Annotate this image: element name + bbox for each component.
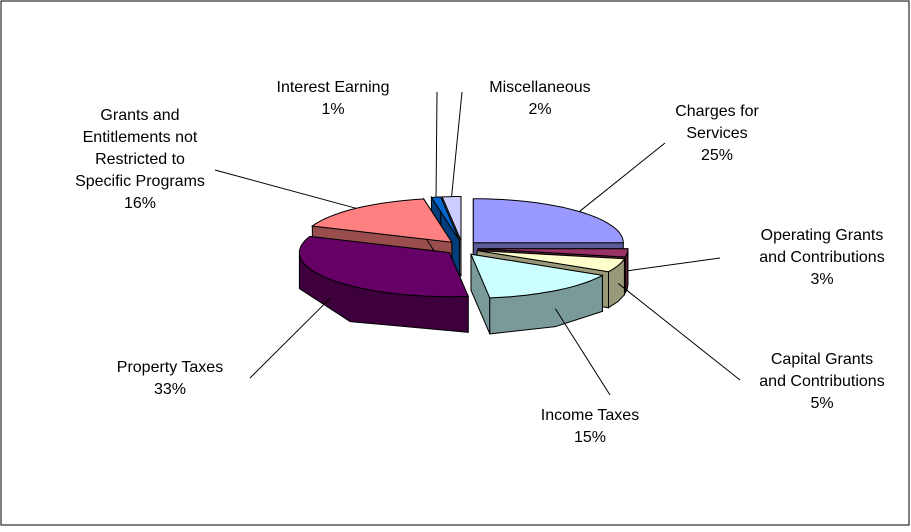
leader-line: [617, 283, 741, 381]
value-label: 1%: [321, 101, 344, 118]
slice-label: Capital Grants and Contributions: [759, 351, 884, 390]
value-label: 15%: [574, 429, 606, 446]
value-label: 5%: [810, 395, 833, 412]
value-label: 16%: [124, 195, 156, 212]
slice-top: [477, 248, 629, 258]
value-label: 2%: [528, 101, 551, 118]
slice-label: Interest Earning: [277, 79, 390, 96]
leader-line: [627, 257, 721, 272]
slice-top: [310, 198, 453, 243]
leader-line: [214, 169, 357, 209]
value-label: 33%: [154, 381, 186, 398]
value-label: 3%: [810, 271, 833, 288]
leader-line: [435, 91, 438, 198]
slice-top: [476, 250, 626, 273]
leader-line: [451, 91, 463, 197]
slice-label: Miscellaneous: [489, 79, 590, 96]
value-label: 25%: [701, 147, 733, 164]
leader-line: [249, 297, 332, 379]
slice-label: Income Taxes: [541, 407, 639, 424]
slice-top: [470, 253, 604, 299]
slice-label: Operating Grants and Contributions: [759, 227, 884, 266]
slice-label: Grants and Entitlements not Restricted to S…: [75, 107, 205, 190]
slice: [298, 235, 469, 333]
leader-line: [579, 142, 666, 212]
slice: [470, 253, 604, 335]
slice-top: [298, 235, 469, 298]
slice-label: Property Taxes: [117, 359, 223, 376]
slice-top: [441, 196, 462, 241]
slice-label: Charges for Services: [675, 103, 759, 142]
leader-line: [554, 308, 611, 396]
